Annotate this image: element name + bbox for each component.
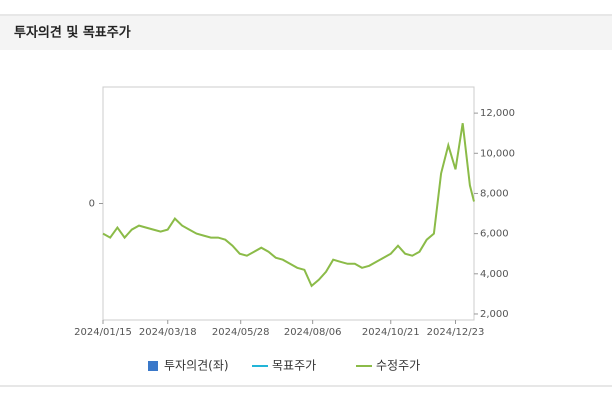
legend-label: 수정주가 (376, 359, 420, 373)
x-tick-label: 2024/01/15 (74, 327, 132, 338)
legend-swatch (148, 361, 158, 371)
header-title: 투자의견 및 목표주가 (14, 25, 131, 41)
plot-frame (102, 86, 475, 321)
x-tick-label: 2024/08/06 (284, 327, 342, 338)
y2-tick-label: 8,000 (480, 188, 509, 199)
x-tick-label: 2024/10/21 (362, 327, 420, 338)
price-line (102, 123, 475, 288)
legend-label: 목표주가 (272, 359, 316, 373)
x-tick-label: 2024/03/18 (139, 327, 197, 338)
y2-tick-label: 2,000 (480, 309, 509, 320)
legend-label: 투자의견(좌) (164, 359, 229, 373)
x-tick-label: 2024/12/23 (427, 327, 485, 338)
header-bar (0, 16, 612, 50)
y2-tick-label: 12,000 (480, 108, 515, 119)
y2-tick-label: 6,000 (480, 229, 509, 240)
y2-tick-label: 4,000 (480, 269, 509, 280)
x-tick-label: 2024/05/28 (212, 327, 270, 338)
y2-tick-label: 10,000 (480, 148, 515, 159)
y-tick-label: 0 (89, 199, 95, 210)
